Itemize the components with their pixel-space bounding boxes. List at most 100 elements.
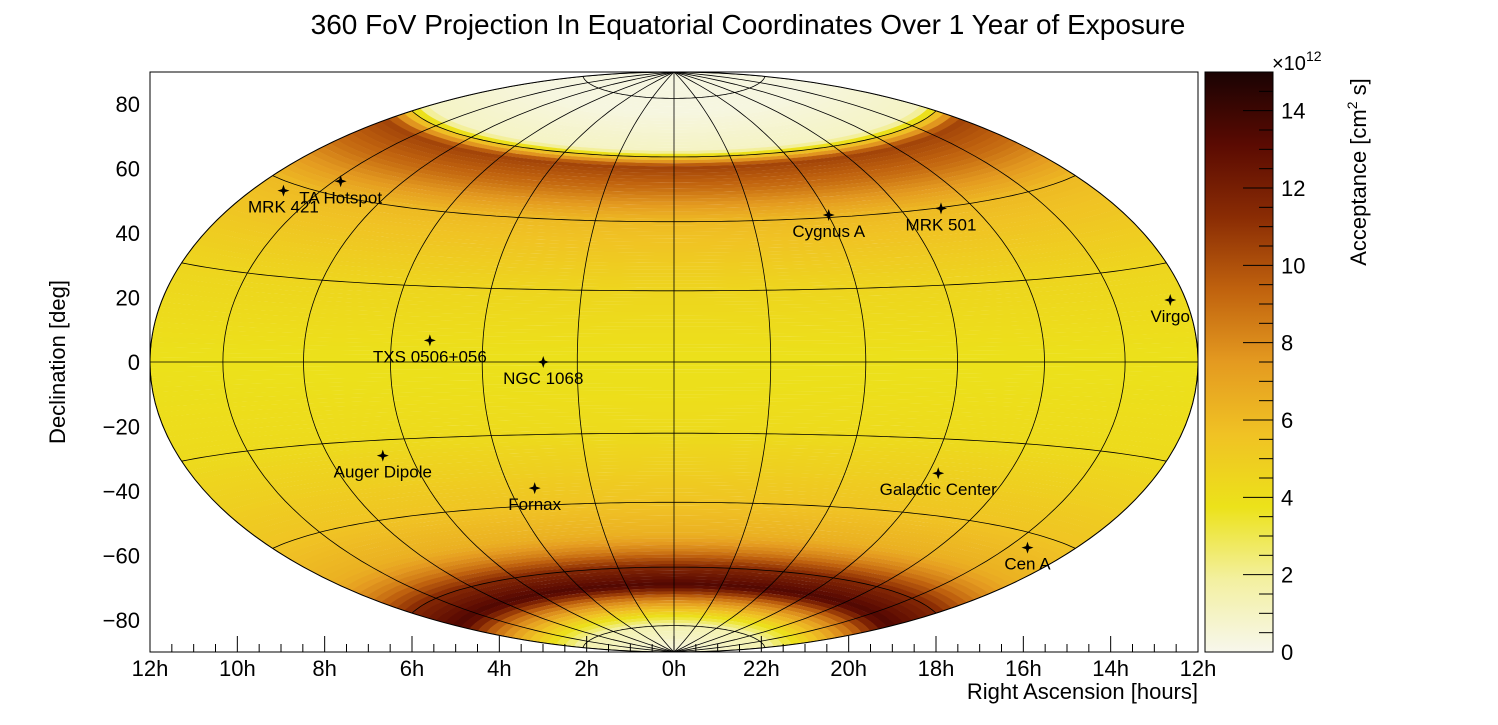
heatmap-band: [618, 73, 730, 88]
colorbar-tick-label: 0: [1281, 640, 1293, 665]
colorbar-tick-label: 8: [1281, 331, 1293, 356]
source-marker: TA Hotspot: [299, 175, 382, 207]
colorbar-tick-label: 2: [1281, 563, 1293, 588]
heatmap-band: [610, 633, 738, 651]
source-star-icon: [822, 209, 835, 222]
heatmap-band: [161, 404, 1187, 428]
heatmap-band: [573, 76, 775, 102]
ra-tick-label: 12h: [1180, 656, 1217, 681]
source-marker: Auger Dipole: [334, 449, 432, 482]
right-ascension-gridline: [673, 72, 867, 652]
colorbar-tick-label: 4: [1281, 485, 1293, 510]
heatmap-band: [565, 620, 783, 647]
source-marker: NGC 1068: [503, 356, 583, 388]
right-ascension-gridline: [303, 72, 675, 652]
heatmap-band: [153, 387, 1195, 403]
heatmap-band: [159, 301, 1189, 323]
source-star-icon: [334, 175, 347, 188]
heatmap-band: [165, 286, 1183, 313]
source-star-icon: [537, 356, 550, 369]
heatmap-band: [165, 412, 1183, 438]
heatmap-band: [582, 75, 766, 99]
heatmap-band: [150, 369, 1198, 378]
heatmap-band: [155, 316, 1193, 334]
chart-title: 360 FoV Projection In Equatorial Coordin…: [311, 9, 1186, 40]
declination-tick-label: 80: [116, 92, 140, 117]
colorbar-axis: 0 2 4 6 8 10 12 14: [1243, 71, 1305, 665]
heatmap-band: [592, 628, 756, 650]
ra-tick-label: 20h: [830, 656, 867, 681]
heatmap-band: [184, 253, 1164, 288]
heatmap-band: [175, 267, 1173, 298]
ra-tick-label: 6h: [400, 656, 424, 681]
source-marker: Galactic Center: [880, 467, 997, 499]
heatmap-band: [167, 282, 1181, 309]
ra-tick-label: 4h: [487, 656, 511, 681]
heatmap-band: [181, 258, 1167, 291]
colorbar-label: Acceptance [cm2 s]: [1344, 78, 1371, 266]
source-star-icon: [376, 449, 389, 462]
ra-tick-label: 14h: [1092, 656, 1129, 681]
source-label: Cen A: [1004, 555, 1051, 574]
source-star-icon: [423, 334, 436, 347]
right-ascension-axis: 12h 10h 8h 6h 4h 2h 0h 22h 20h 18h 16h 14h 12h: [132, 636, 1217, 681]
source-star-icon: [277, 184, 290, 197]
declination-tick-label: −20: [103, 414, 140, 439]
colorbar-tick-label: 12: [1281, 176, 1305, 201]
declination-axis: 80 60 40 20 0 −20 −40 −60 −80: [103, 92, 140, 633]
colorbar-label-tail: s]: [1346, 78, 1371, 101]
heatmap-band: [151, 376, 1197, 388]
source-marker: TXS 0506+056: [373, 334, 487, 366]
declination-tick-label: −40: [103, 479, 140, 504]
source-label: MRK 421: [248, 198, 319, 217]
source-star-icon: [934, 202, 947, 215]
heatmap-band: [175, 426, 1173, 457]
source-marker: Cen A: [1004, 541, 1051, 574]
heatmap-band: [591, 74, 757, 96]
declination-tick-label: 20: [116, 286, 140, 311]
heatmap-band: [155, 390, 1193, 408]
heatmap-band: [191, 244, 1157, 281]
heatmap-band: [163, 291, 1185, 316]
x-axis-label: Right Ascension [hours]: [967, 679, 1198, 704]
colorbar-tick-label: 14: [1281, 99, 1305, 124]
ra-tick-label: 16h: [1005, 656, 1042, 681]
heatmap-band: [583, 625, 765, 649]
heatmap-band: [609, 73, 739, 91]
heatmap-band: [646, 72, 702, 80]
declination-tick-label: −60: [103, 543, 140, 568]
source-label: TA Hotspot: [299, 188, 382, 207]
ra-tick-label: 22h: [743, 656, 780, 681]
y-axis-label: Declination [deg]: [45, 280, 70, 444]
right-ascension-gridline: [389, 72, 675, 652]
heatmap-band: [150, 341, 1198, 352]
source-star-icon: [528, 482, 541, 495]
source-label: Fornax: [508, 495, 561, 514]
heatmap-band: [600, 74, 748, 94]
colorbar-exponent-base: ×10: [1272, 53, 1306, 75]
ra-tick-label: 12h: [132, 656, 169, 681]
heatmap-band: [555, 78, 793, 107]
heatmap-band: [181, 433, 1167, 467]
heatmap-band: [152, 379, 1196, 393]
right-ascension-gridline: [673, 72, 1045, 652]
heatmap-band: [150, 346, 1198, 355]
source-marker: MRK 501: [906, 202, 977, 234]
heatmap-band: [152, 383, 1196, 398]
source-marker: Virgo: [1151, 294, 1190, 326]
heatmap-band: [159, 401, 1189, 423]
heatmap-band: [156, 311, 1192, 330]
colorbar-tick-label: 6: [1281, 408, 1293, 433]
source-star-icon: [1164, 294, 1177, 307]
right-ascension-gridline: [576, 72, 675, 652]
source-marker: Cygnus A: [792, 209, 866, 241]
ra-tick-label: 10h: [219, 656, 256, 681]
heatmap-band: [163, 408, 1185, 433]
ra-tick-label: 2h: [574, 656, 598, 681]
heatmap-band: [151, 336, 1197, 348]
source-label: MRK 501: [906, 215, 977, 234]
heatmap-band: [178, 262, 1170, 295]
source-star-icon: [932, 467, 945, 480]
colorbar-exponent: ×1012: [1272, 48, 1322, 75]
